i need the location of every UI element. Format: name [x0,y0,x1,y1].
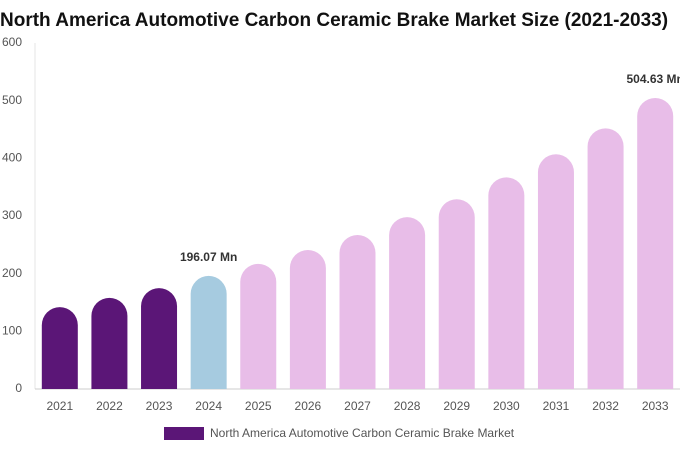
x-tick-label: 2029 [443,399,470,413]
y-tick-label: 300 [2,208,22,222]
bar [637,97,674,389]
bar [190,275,227,389]
bar [537,154,574,389]
x-tick-label: 2033 [642,399,669,413]
bar [339,235,376,389]
y-tick-label: 600 [2,35,22,49]
x-tick-label: 2025 [245,399,272,413]
value-label: 504.63 Mn [627,72,680,86]
bar [587,128,624,389]
bar [91,297,128,389]
x-tick-label: 2031 [543,399,570,413]
bar [240,263,277,389]
x-tick-label: 2021 [46,399,73,413]
value-label: 196.07 Mn [180,250,237,264]
x-tick-label: 2030 [493,399,520,413]
y-tick-label: 100 [2,324,22,338]
x-tick-label: 2032 [592,399,619,413]
bar [438,199,475,389]
bar [488,177,525,389]
chart-title: North America Automotive Carbon Ceramic … [0,10,668,31]
x-tick-label: 2027 [344,399,371,413]
bar [141,288,178,389]
x-tick-label: 2026 [295,399,322,413]
x-tick-label: 2028 [394,399,421,413]
legend-swatch [164,427,204,440]
y-tick-label: 400 [2,151,22,165]
x-tick-label: 2022 [96,399,123,413]
legend-label: North America Automotive Carbon Ceramic … [210,426,515,440]
x-tick-label: 2024 [195,399,222,413]
y-tick-label: 0 [15,381,22,395]
x-tick-label: 2023 [146,399,173,413]
bar [41,307,78,389]
y-tick-label: 200 [2,266,22,280]
bar [389,217,426,389]
bar [289,250,326,389]
y-tick-label: 500 [2,93,22,107]
